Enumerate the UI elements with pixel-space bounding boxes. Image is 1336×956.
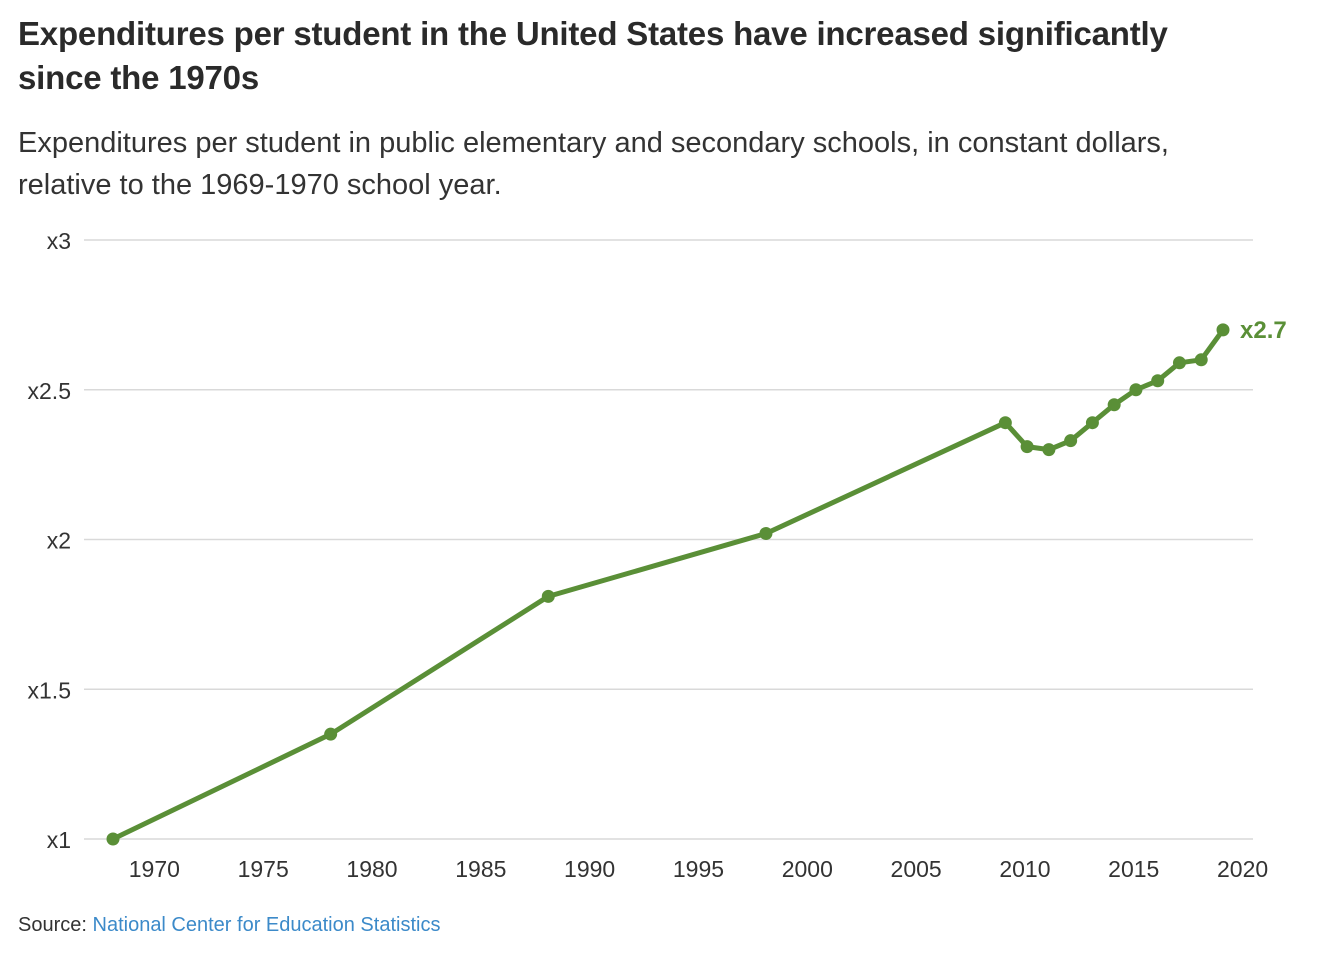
x-tick-label: 2015: [1108, 856, 1159, 882]
end-value-label: x2.7: [1240, 317, 1287, 344]
data-point: [1020, 440, 1034, 454]
data-point: [1151, 374, 1165, 388]
x-tick-label: 1995: [673, 856, 724, 882]
x-tick-label: 1990: [564, 856, 615, 882]
x-tick-label: 1985: [455, 856, 506, 882]
gridlines: [84, 239, 1253, 840]
annotations-layer: x2.7: [1240, 317, 1287, 344]
data-point: [1172, 356, 1186, 370]
data-point: [324, 727, 338, 741]
x-tick-label: 1975: [238, 856, 289, 882]
x-axis-ticks: 1970 1975 1980 1985 1990 1995 2000 2005 2010 2015…: [129, 856, 1268, 882]
x-tick-label: 1980: [346, 856, 397, 882]
data-point: [1129, 383, 1143, 397]
x-tick-label: 2005: [891, 856, 942, 882]
y-tick-label: x2.5: [28, 378, 71, 404]
y-tick-label: x3: [47, 228, 71, 254]
x-tick-label: 2020: [1217, 856, 1268, 882]
y-tick-label: x1: [47, 827, 71, 853]
y-axis-ticks: x1 x1.5 x2 x2.5 x3: [28, 228, 71, 853]
chart-title: Expenditures per student in the United S…: [18, 15, 1168, 96]
data-point: [1085, 416, 1099, 430]
data-point: [1194, 353, 1208, 367]
data-point: [106, 832, 120, 846]
data-point: [1064, 434, 1078, 448]
data-point: [1107, 398, 1121, 412]
series-line: [110, 327, 1226, 842]
data-point: [1042, 443, 1056, 457]
y-tick-label: x2: [47, 528, 71, 554]
chart-subtitle: Expenditures per student in public eleme…: [18, 127, 1169, 201]
data-point: [1216, 323, 1230, 337]
source-note: Source: National Center for Education St…: [18, 914, 440, 937]
data-point: [998, 416, 1012, 430]
x-tick-label: 2000: [782, 856, 833, 882]
x-tick-label: 1970: [129, 856, 180, 882]
data-point: [541, 589, 555, 603]
x-tick-label: 2010: [999, 856, 1050, 882]
data-point: [759, 527, 773, 541]
source-label: Source:: [18, 914, 87, 936]
y-tick-label: x1.5: [28, 677, 71, 703]
source-link[interactable]: National Center for Education Statistics: [92, 914, 441, 936]
series-layer: [106, 323, 1230, 846]
